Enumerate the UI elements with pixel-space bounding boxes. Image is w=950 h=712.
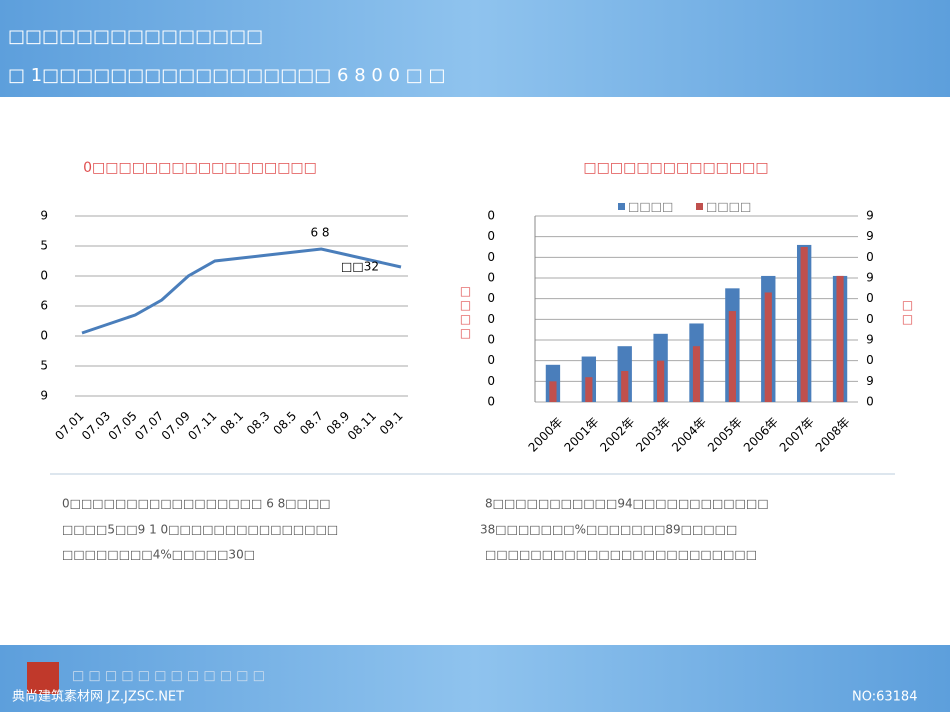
tick-label: 0 bbox=[40, 329, 48, 343]
tick-label: 9 bbox=[866, 229, 874, 243]
tick-label: 9 bbox=[866, 333, 874, 347]
tick-label: 9 bbox=[866, 374, 874, 388]
y2-label: □□ bbox=[901, 298, 915, 326]
tick-label: 6 bbox=[40, 299, 48, 313]
tick-label: 9 bbox=[866, 209, 874, 223]
y-label: □□□□ bbox=[459, 284, 473, 340]
note: 8□□□□□□□□□□□94□□□□□□□□□□□□ bbox=[485, 497, 769, 511]
legend-swatch bbox=[618, 203, 625, 210]
header-bg bbox=[0, 0, 950, 97]
legend-label: □□□□ bbox=[628, 200, 673, 214]
note: □□□□5□□9 1 0□□□□□□□□□□□□□□□ bbox=[62, 523, 338, 537]
footer-bg bbox=[0, 645, 950, 712]
notes: 0□□□□□□□□□□□□□□□□□ 6 8□□□□ □□□□5□□9 1 0□… bbox=[62, 497, 769, 562]
company: □ □ □ □ □ □ □ □ □ □ □ □ bbox=[72, 669, 265, 684]
bar bbox=[836, 275, 844, 402]
tick-label: 0 bbox=[487, 209, 495, 223]
tick-label: 0 bbox=[866, 291, 874, 305]
bar bbox=[764, 292, 772, 402]
bar bbox=[585, 377, 593, 402]
annotation: □□32 bbox=[341, 260, 379, 274]
tick-label: 0 bbox=[866, 312, 874, 326]
brand: 典尚建筑素材网 JZ.JZSC.NET bbox=[12, 689, 184, 705]
tick-label: 0 bbox=[487, 312, 495, 326]
chart-title: 0□□□□□□□□□□□□□□□□□ bbox=[83, 160, 317, 176]
legend-swatch bbox=[696, 203, 703, 210]
bar bbox=[549, 381, 557, 402]
line bbox=[81, 247, 402, 335]
code: NO:63184 bbox=[852, 690, 917, 705]
note: □□□□□□□□□□□□□□□□□□□□□□□□ bbox=[485, 548, 757, 562]
tick-label: 5 bbox=[40, 359, 48, 373]
bar bbox=[621, 371, 629, 402]
legend-label: □□□□ bbox=[706, 200, 751, 214]
tick-label: 0 bbox=[487, 291, 495, 305]
tick-label: 0 bbox=[487, 250, 495, 264]
tick-label: 0 bbox=[487, 395, 495, 409]
header-title: □□□□□□□□□□□□□□□ bbox=[8, 26, 263, 47]
tick-label: 9 bbox=[866, 271, 874, 285]
note: 0□□□□□□□□□□□□□□□□□ 6 8□□□□ bbox=[62, 497, 331, 511]
note: 38□□□□□□□%□□□□□□□89□□□□□ bbox=[480, 523, 737, 537]
tick-label: 5 bbox=[40, 239, 48, 253]
note: □□□□□□□□4%□□□□□30□ bbox=[62, 548, 255, 562]
tick-label: 0 bbox=[487, 374, 495, 388]
tick-label: 0 bbox=[866, 395, 874, 409]
tick-label: 9 bbox=[40, 209, 48, 223]
chart-title: □□□□□□□□□□□□□□ bbox=[583, 160, 768, 176]
tick-label: 0 bbox=[40, 269, 48, 283]
header-subtitle: □ 1□□□□□□□□□□□□□□□□□ 6 8 0 0 □ □ bbox=[8, 65, 445, 86]
tick-label: 9 bbox=[40, 389, 48, 403]
body-bg bbox=[0, 97, 950, 645]
tick-label: 0 bbox=[487, 271, 495, 285]
tick-label: 0 bbox=[866, 353, 874, 367]
tick-label: 0 bbox=[487, 333, 495, 347]
tick-label: 0 bbox=[866, 250, 874, 264]
tick-label: 0 bbox=[487, 229, 495, 243]
bar bbox=[800, 247, 808, 402]
annotation: 6 8 bbox=[310, 226, 329, 240]
bar bbox=[657, 360, 665, 402]
bar bbox=[728, 311, 736, 402]
logo bbox=[27, 662, 59, 694]
tick-label: 0 bbox=[487, 353, 495, 367]
bar bbox=[692, 346, 701, 402]
